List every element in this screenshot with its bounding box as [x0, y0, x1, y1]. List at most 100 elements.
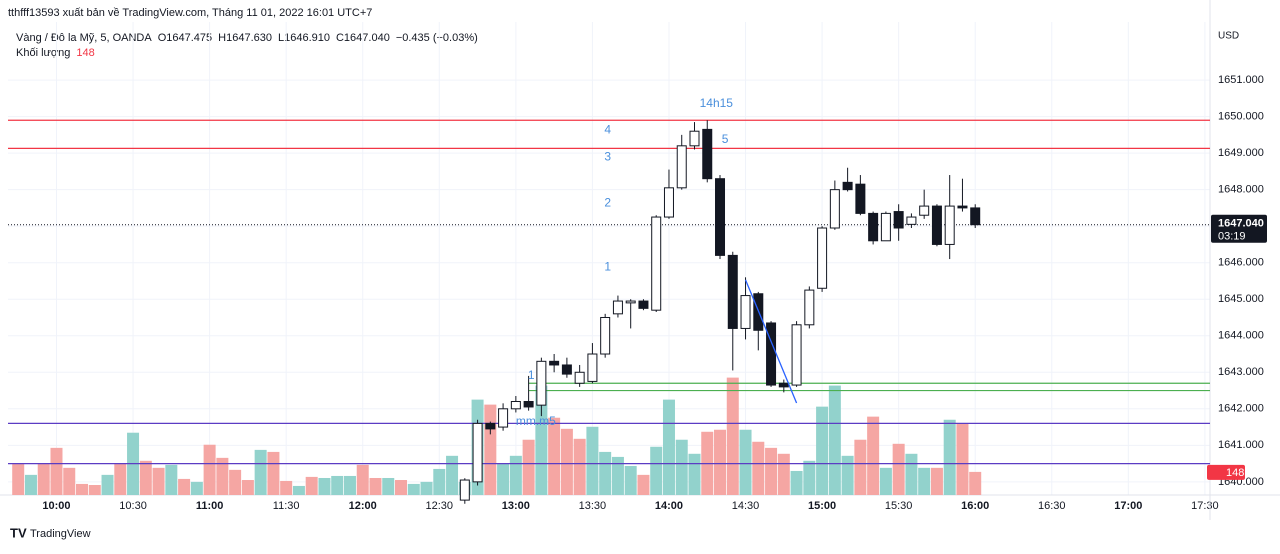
- y-tick-label: 1651.000: [1218, 74, 1264, 86]
- candle-body: [485, 422, 496, 430]
- volume-bar: [726, 377, 739, 495]
- annotation: 4: [604, 122, 611, 136]
- volume-bar: [37, 463, 50, 495]
- volume-bar: [369, 477, 382, 495]
- candle-body: [919, 205, 930, 216]
- y-tick-label: 1650.000: [1218, 111, 1264, 123]
- volume-bar: [560, 428, 573, 495]
- volume-bar: [292, 485, 305, 495]
- volume-bar: [739, 429, 752, 495]
- x-tick-label: 16:30: [1038, 500, 1066, 512]
- symbol: Vàng / Đô la Mỹ, 5, OANDA: [16, 32, 152, 44]
- x-tick-label: 12:30: [426, 500, 454, 512]
- x-tick-label: 15:00: [808, 500, 836, 512]
- ohlc-low: L1646.910: [278, 32, 330, 44]
- volume-bar: [50, 447, 63, 495]
- volume-bar: [356, 464, 369, 495]
- legend-symbol: Vàng / Đô la Mỹ, 5, OANDA O1647.475 H1647.…: [16, 32, 478, 44]
- x-tick-label: 15:30: [885, 500, 913, 512]
- volume-bar: [267, 451, 280, 495]
- candle-body: [702, 128, 713, 180]
- candle-body: [663, 187, 674, 218]
- candle-body: [740, 295, 751, 329]
- brand: TradingView: [30, 528, 91, 540]
- y-tick-label: 1644.000: [1218, 330, 1264, 342]
- volume-bar: [203, 444, 216, 495]
- x-tick-label: 11:00: [196, 500, 224, 512]
- volume-bar: [905, 453, 918, 495]
- volume-bar: [216, 457, 229, 495]
- candle-body: [842, 181, 853, 191]
- countdown: 03:19: [1218, 231, 1246, 243]
- volume-bar: [956, 423, 969, 495]
- ohlc-open: O1647.475: [158, 32, 212, 44]
- volume-bar: [484, 404, 497, 495]
- volume-bar: [599, 451, 612, 495]
- currency: USD: [1218, 31, 1239, 42]
- annotation: 3: [604, 149, 611, 163]
- volume-bar: [139, 460, 152, 495]
- x-tick-label: 14:00: [655, 500, 683, 512]
- volume-bar: [854, 439, 867, 495]
- volume-bar: [688, 453, 701, 495]
- last-price-box: [1211, 214, 1267, 243]
- volume-bar: [930, 467, 943, 495]
- candle-body: [587, 353, 598, 382]
- volume-bar: [675, 439, 688, 495]
- candle-body: [944, 205, 955, 245]
- candle-body: [804, 289, 815, 326]
- volume-bar: [611, 456, 624, 495]
- annotation: 1: [604, 259, 611, 273]
- annotation: 14h15: [700, 96, 734, 110]
- volume-bar: [497, 463, 510, 495]
- change: −0.435 (−0.03%): [396, 32, 478, 44]
- volume-bar: [88, 485, 101, 495]
- x-tick-label: 12:00: [349, 500, 377, 512]
- candle-body: [766, 322, 777, 386]
- x-tick-label: 13:00: [502, 500, 530, 512]
- y-tick-label: 1643.000: [1218, 366, 1264, 378]
- y-tick-label: 1648.000: [1218, 184, 1264, 196]
- volume-bar: [841, 455, 854, 495]
- annotation: 5: [722, 132, 729, 146]
- volume-bar: [280, 480, 293, 495]
- x-tick-label: 10:00: [42, 500, 70, 512]
- volume-bar: [790, 470, 803, 495]
- volume-bar: [573, 438, 586, 495]
- ohlc-high: H1647.630: [218, 32, 272, 44]
- volume-bar: [395, 480, 408, 495]
- volume-bar: [101, 474, 114, 495]
- last-price-label: 1647.040: [1218, 218, 1264, 230]
- x-tick-label: 13:30: [579, 500, 607, 512]
- logo-mark: TV: [10, 525, 27, 540]
- candle-body: [778, 382, 789, 388]
- annotation: mm.m5: [516, 414, 556, 428]
- y-tick-label: 1646.000: [1218, 257, 1264, 269]
- volume-bar: [305, 476, 318, 495]
- volume-bar: [828, 385, 841, 495]
- volume-bar: [624, 465, 637, 495]
- candle-body: [957, 205, 968, 209]
- y-tick-label: 1649.000: [1218, 147, 1264, 159]
- volume-bar: [318, 477, 331, 495]
- candle-body: [536, 360, 547, 406]
- volume-bar: [586, 426, 599, 495]
- volume-bar: [12, 463, 25, 495]
- volume-bar: [892, 443, 905, 495]
- volume-bar: [918, 467, 931, 495]
- candle-body: [625, 300, 636, 304]
- volume-bar: [331, 475, 344, 495]
- volume-bar: [509, 455, 522, 495]
- volume-bar: [752, 441, 765, 495]
- annotation: 2: [604, 195, 611, 209]
- candle-body: [715, 178, 726, 256]
- volume-bar: [765, 447, 778, 495]
- volume-bar: [165, 464, 178, 495]
- volume-box: [1207, 464, 1245, 480]
- candle-body: [574, 371, 585, 384]
- y-tick-label: 1642.000: [1218, 403, 1264, 415]
- volume-bar: [152, 467, 165, 495]
- candle-body: [893, 211, 904, 229]
- volume-bar: [867, 416, 880, 495]
